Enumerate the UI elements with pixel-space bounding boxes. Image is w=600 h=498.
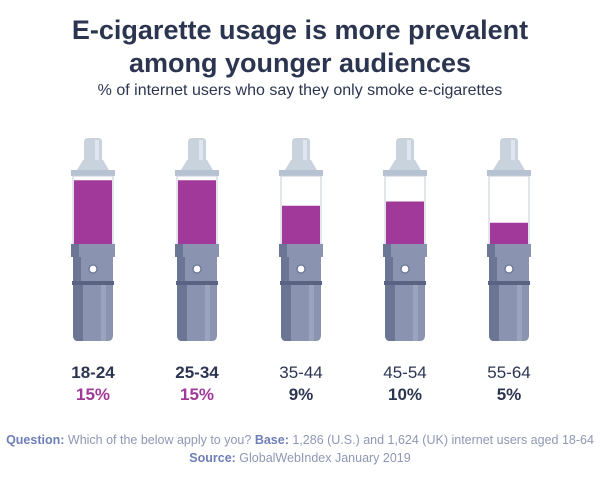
value-label-35-44: 9% [289,385,314,404]
band-shade-25-34 [175,244,183,257]
button-35-44 [296,264,306,274]
chart-title: E-cigarette usage is more prevalent amon… [0,14,600,80]
button-shade-18-24 [73,257,81,281]
question-text: Which of the below apply to you? [67,433,252,447]
button-shade-25-34 [177,257,185,281]
button-55-64 [504,264,514,274]
divider-45-54 [384,281,426,285]
battery-shade-18-24 [73,285,83,341]
value-label-18-24: 15% [76,385,110,404]
top-cap-25-34 [175,170,219,176]
band-25-34 [175,244,219,257]
battery-shade-35-44 [281,285,291,341]
tip-shine-18-24 [95,140,99,160]
bar-45-54 [386,201,424,244]
source-text: GlobalWebIndex January 2019 [239,451,411,465]
band-55-64 [487,244,531,257]
category-label-25-34: 25-34 [175,363,219,382]
battery-shine-45-54 [413,285,418,341]
category-label-45-54: 45-54 [383,363,426,382]
bar-35-44 [282,205,320,244]
top-cap-45-54 [383,170,427,176]
battery-shine-18-24 [101,285,106,341]
battery-shade-55-64 [489,285,499,341]
tip-shine-45-54 [407,140,411,160]
tip-45-54 [396,138,414,160]
divider-18-24 [72,281,114,285]
band-shade-55-64 [487,244,495,257]
band-shade-45-54 [383,244,391,257]
bar-55-64 [490,222,528,244]
collar-55-64 [493,160,525,170]
band-shade-18-24 [71,244,79,257]
bar-18-24 [74,180,112,244]
chart-title-line-1: E-cigarette usage is more prevalent [71,15,529,45]
footer-line-1: Question: Which of the below apply to yo… [0,431,600,449]
tip-35-44 [292,138,310,160]
category-label-35-44: 35-44 [279,363,322,382]
collar-35-44 [285,160,317,170]
button-shade-35-44 [281,257,289,281]
base-label: Base: [254,433,289,447]
button-shade-55-64 [489,257,497,281]
divider-55-64 [488,281,530,285]
battery-shade-45-54 [385,285,395,341]
divider-35-44 [280,281,322,285]
tip-25-34 [188,138,206,160]
button-25-34 [192,264,202,274]
tip-18-24 [84,138,102,160]
tip-shine-55-64 [511,140,515,160]
footer-line-2: Source: GlobalWebIndex January 2019 [0,449,600,467]
tip-55-64 [500,138,518,160]
top-cap-55-64 [487,170,531,176]
battery-shine-35-44 [309,285,314,341]
tip-shine-25-34 [199,140,203,160]
value-label-25-34: 15% [180,385,214,404]
category-label-55-64: 55-64 [487,363,530,382]
value-label-45-54: 10% [388,385,422,404]
chart-footer: Question: Which of the below apply to yo… [0,431,600,467]
chart-subtitle: % of internet users who say they only sm… [97,82,503,99]
chart-title-line-2: among younger audiences [128,48,472,78]
battery-shine-55-64 [517,285,522,341]
divider-25-34 [176,281,218,285]
band-45-54 [383,244,427,257]
question-label: Question: [6,433,65,447]
band-shade-35-44 [279,244,287,257]
category-label-18-24: 18-24 [71,363,115,382]
tip-shine-35-44 [303,140,307,160]
band-35-44 [279,244,323,257]
bar-25-34 [178,180,216,244]
button-18-24 [88,264,98,274]
base-text: 1,286 (U.S.) and 1,624 (UK) internet use… [292,433,594,447]
battery-shine-25-34 [205,285,210,341]
band-18-24 [71,244,115,257]
button-45-54 [400,264,410,274]
collar-25-34 [181,160,213,170]
top-cap-18-24 [71,170,115,176]
collar-18-24 [77,160,109,170]
battery-shade-25-34 [177,285,187,341]
button-shade-45-54 [385,257,393,281]
value-label-55-64: 5% [497,385,522,404]
collar-45-54 [389,160,421,170]
source-label: Source: [189,451,236,465]
top-cap-35-44 [279,170,323,176]
